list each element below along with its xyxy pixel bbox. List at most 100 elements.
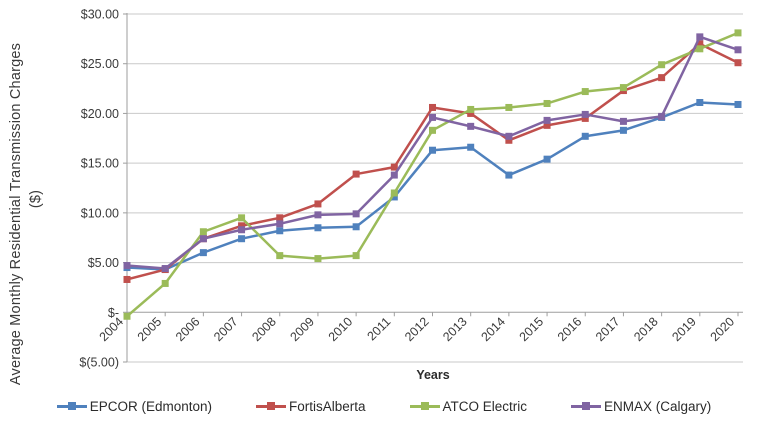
data-point-marker-epcor-edmonton [619, 126, 627, 134]
data-point-marker-epcor-edmonton [734, 100, 742, 108]
data-point-marker-epcor-edmonton [467, 143, 475, 151]
y-tick-label: $(5.00) [79, 356, 119, 370]
data-point-marker-enmax-calgary [467, 122, 475, 130]
legend-square-icon [266, 402, 275, 410]
y-axis-title: Average Monthly Residential Transmission… [8, 42, 24, 386]
y-axis-title-units: ($) [28, 189, 44, 209]
x-tick-label: 2008 [249, 314, 279, 344]
data-point-marker-atco-electric [543, 99, 551, 107]
data-point-marker-fortisalberta [581, 114, 589, 122]
data-point-marker-atco-electric [314, 255, 322, 263]
data-point-marker-epcor-edmonton [238, 235, 246, 243]
data-point-marker-fortisalberta [314, 200, 322, 208]
data-point-marker-atco-electric [429, 126, 436, 134]
data-point-marker-enmax-calgary [276, 220, 284, 228]
x-tick-label: 2020 [708, 314, 738, 344]
data-point-marker-atco-electric [390, 189, 398, 197]
x-tick-label: 2010 [326, 314, 356, 344]
data-point-marker-epcor-edmonton [352, 223, 360, 231]
x-tick-label: 2013 [440, 314, 470, 344]
data-point-marker-atco-electric [619, 84, 627, 92]
data-point-marker-fortisalberta [276, 214, 284, 222]
epcor-edmonton-series-marker-icon [56, 402, 87, 411]
data-point-marker-atco-electric [123, 312, 131, 320]
x-tick-label: 2007 [211, 314, 241, 344]
data-point-marker-enmax-calgary [505, 132, 513, 140]
legend-item-epcor-edmonton: EPCOR (Edmonton) [56, 399, 212, 414]
x-tick-label: 2018 [631, 314, 661, 344]
data-point-marker-atco-electric [658, 61, 666, 69]
data-point-marker-enmax-calgary [581, 110, 589, 118]
data-point-marker-fortisalberta [658, 74, 666, 82]
data-point-marker-enmax-calgary [619, 117, 627, 125]
data-point-marker-epcor-edmonton [581, 132, 589, 140]
data-point-marker-atco-electric [696, 45, 704, 53]
x-tick-label: 2015 [517, 314, 547, 344]
data-point-marker-atco-electric [352, 252, 360, 260]
data-point-marker-fortisalberta [734, 59, 742, 67]
data-point-marker-enmax-calgary [314, 211, 322, 219]
legend-item-atco-electric: ATCO Electric [409, 399, 527, 414]
x-axis-title: Years [416, 368, 450, 382]
legend-item-enmax-calgary: ENMAX (Calgary) [571, 399, 711, 414]
data-point-marker-atco-electric [505, 103, 513, 111]
data-point-marker-enmax-calgary [123, 262, 131, 270]
y-tick-label: $30.00 [81, 8, 119, 22]
legend-label: ENMAX (Calgary) [604, 399, 712, 414]
enmax-calgary-series-marker-icon [571, 402, 602, 411]
y-tick-label: $20.00 [81, 107, 119, 121]
legend-square-icon [420, 402, 429, 410]
x-tick-label: 2017 [593, 314, 623, 344]
data-point-marker-enmax-calgary [543, 116, 551, 124]
data-point-marker-fortisalberta [696, 40, 704, 48]
data-point-marker-fortisalberta [352, 170, 360, 178]
series-line-fortisalberta [125, 42, 740, 281]
data-point-marker-atco-electric [238, 214, 246, 222]
data-point-marker-enmax-calgary [658, 112, 666, 120]
atco-electric-series-marker-icon [409, 402, 440, 411]
data-point-marker-enmax-calgary [161, 265, 169, 273]
data-point-marker-fortisalberta [467, 109, 475, 117]
x-tick-label: 2009 [287, 314, 317, 344]
data-point-marker-epcor-edmonton [696, 98, 704, 106]
data-point-marker-epcor-edmonton [505, 171, 513, 179]
data-point-marker-epcor-edmonton [276, 227, 284, 235]
x-tick-label: 2005 [135, 314, 165, 344]
x-tick-label: 2014 [478, 314, 508, 344]
data-point-marker-fortisalberta [123, 275, 131, 283]
data-point-marker-atco-electric [467, 105, 475, 113]
y-tick-label: $- [108, 306, 119, 320]
x-tick-label: 2019 [669, 314, 699, 344]
data-point-marker-atco-electric [161, 279, 169, 287]
series-line-atco-electric [125, 31, 740, 318]
data-point-marker-enmax-calgary [352, 210, 360, 218]
y-tick-label: $10.00 [81, 206, 119, 220]
y-tick-label: $25.00 [81, 57, 119, 71]
data-point-marker-enmax-calgary [429, 113, 436, 121]
legend: EPCOR (Edmonton) FortisAlberta ATCO Electr… [0, 399, 768, 414]
data-point-marker-atco-electric [581, 88, 589, 96]
data-point-marker-atco-electric [199, 228, 207, 236]
x-tick-label: 2006 [173, 314, 203, 344]
data-point-marker-enmax-calgary [199, 235, 207, 243]
x-tick-label: 2011 [365, 314, 394, 343]
data-point-marker-fortisalberta [429, 103, 436, 111]
x-tick-label: 2012 [402, 314, 432, 344]
data-point-marker-enmax-calgary [734, 46, 742, 54]
legend-square-icon [67, 402, 76, 410]
data-point-marker-atco-electric [276, 252, 284, 260]
data-point-marker-fortisalberta [238, 222, 246, 230]
data-point-marker-enmax-calgary [390, 171, 398, 179]
y-tick-label: $15.00 [81, 157, 119, 171]
data-point-marker-atco-electric [734, 29, 742, 37]
fortisalberta-series-marker-icon [255, 402, 286, 411]
data-point-marker-fortisalberta [505, 136, 513, 144]
data-point-marker-epcor-edmonton [543, 155, 551, 163]
data-point-marker-fortisalberta [543, 121, 551, 129]
x-tick-label: 2016 [555, 314, 585, 344]
data-point-marker-epcor-edmonton [199, 249, 207, 257]
data-point-marker-epcor-edmonton [390, 193, 398, 201]
data-point-marker-epcor-edmonton [429, 146, 436, 154]
